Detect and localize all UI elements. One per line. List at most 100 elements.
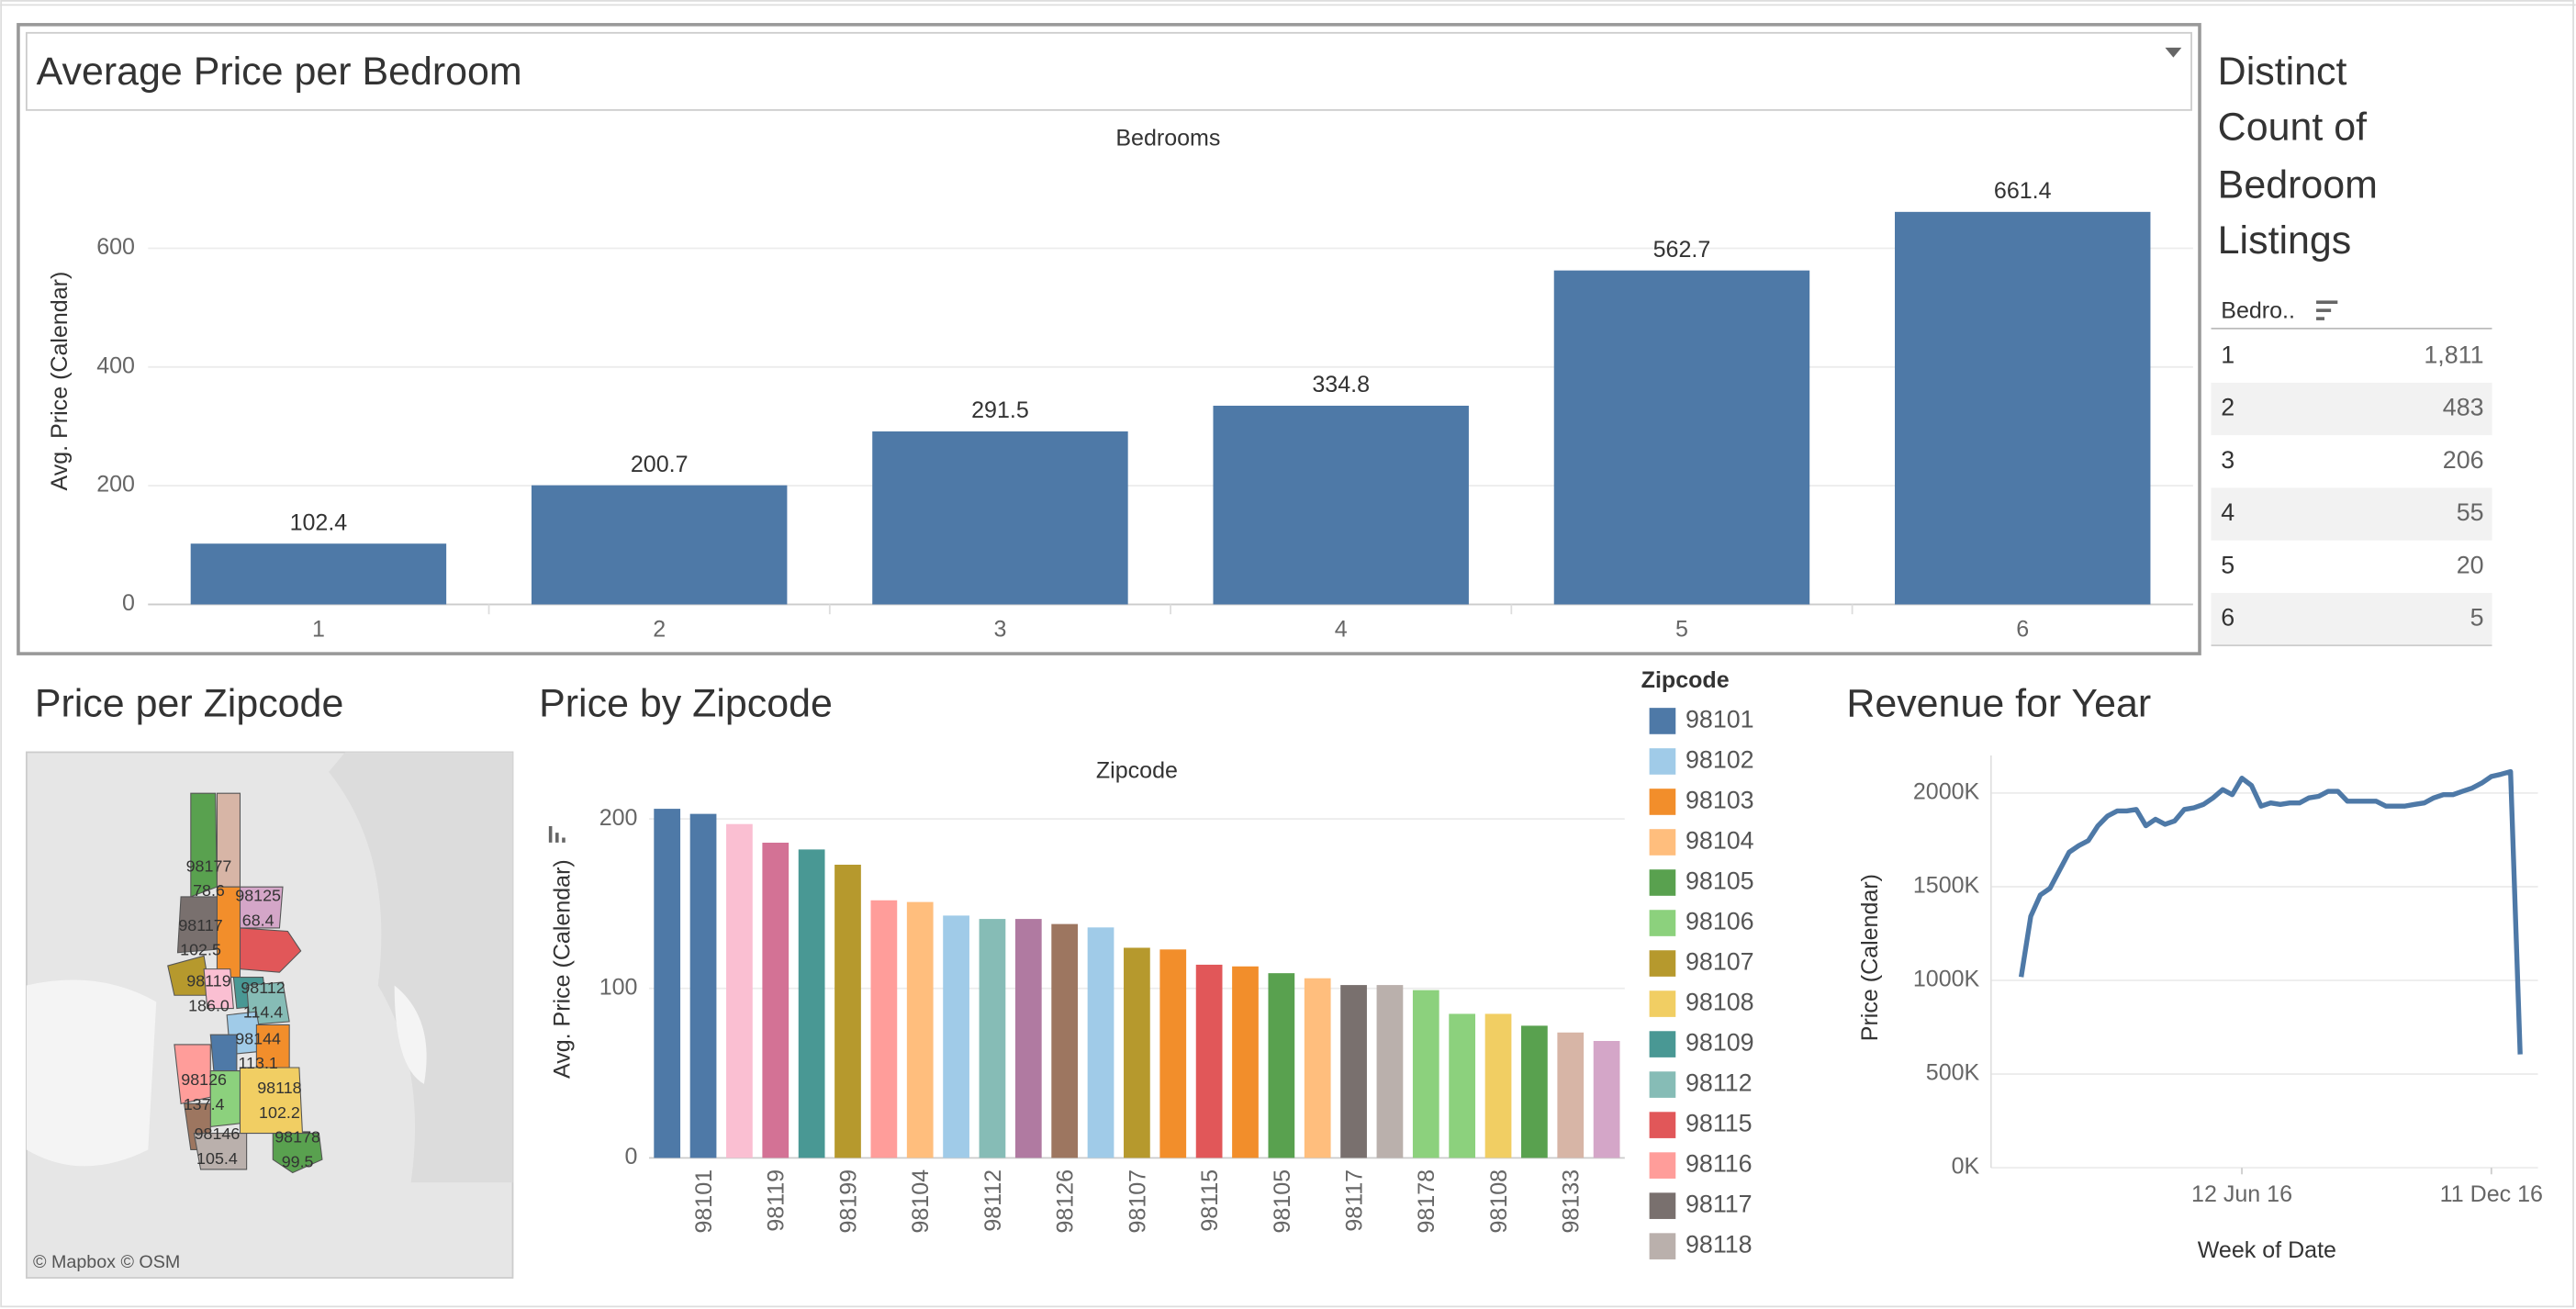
legend-swatch	[1649, 1112, 1676, 1138]
map-attribution: © Mapbox © OSM	[33, 1252, 180, 1272]
legend-label: 98102	[1686, 746, 1754, 774]
legend-label: 98101	[1686, 706, 1754, 733]
table-cell: 5	[2470, 604, 2484, 632]
bar	[1895, 211, 2151, 605]
map-label: 105.4	[196, 1149, 238, 1168]
x-tick-label: 5	[1675, 617, 1688, 643]
bar	[1268, 973, 1295, 1158]
bar	[979, 919, 1006, 1158]
x-tick-label: 98117	[1342, 1169, 1368, 1232]
bar	[906, 901, 934, 1158]
legend-label: 98107	[1686, 948, 1754, 976]
table-cell: 2	[2221, 394, 2234, 421]
map-label: 102.2	[259, 1103, 300, 1122]
bar	[1087, 927, 1114, 1158]
bar	[1553, 270, 1810, 605]
y-axis-title: Avg. Price (Calendar)	[550, 859, 576, 1079]
bar	[1449, 1013, 1476, 1158]
table-cell: 206	[2443, 446, 2484, 474]
map-label: 98144	[235, 1029, 281, 1047]
bar	[531, 485, 788, 605]
title-box	[25, 31, 2192, 111]
bar	[1213, 405, 1469, 605]
table-cell: 4	[2221, 498, 2234, 526]
bar	[654, 809, 681, 1158]
legend-swatch	[1649, 869, 1676, 896]
bar	[1376, 985, 1404, 1158]
map-label: 98177	[186, 856, 232, 875]
table-title: Count of	[2218, 106, 2367, 150]
line	[2018, 768, 2523, 1055]
map-label: 102.5	[180, 941, 221, 959]
row-shade	[2211, 382, 2492, 436]
data-label: 562.7	[1653, 237, 1711, 263]
y-tick-label: 100	[599, 974, 638, 1000]
chart-title: Average Price per Bedroom	[37, 50, 522, 94]
x-axis-title: Week of Date	[2198, 1237, 2336, 1263]
sort-icon[interactable]	[548, 825, 566, 843]
bar	[1124, 947, 1150, 1158]
row-shade	[2211, 487, 2492, 541]
map-label: 98125	[235, 887, 281, 905]
x-axis-title: Zipcode	[1096, 758, 1178, 784]
x-tick-label: 98119	[764, 1169, 790, 1232]
legend-swatch	[1649, 708, 1676, 734]
dropdown-icon[interactable]	[2165, 47, 2182, 58]
legend-label: 98115	[1686, 1110, 1753, 1137]
bar	[1593, 1041, 1620, 1158]
map-label: 98146	[195, 1124, 241, 1143]
x-tick-label: 11 Dec 16	[2440, 1181, 2543, 1207]
y-tick-label: 600	[96, 234, 135, 260]
bar	[1484, 1013, 1512, 1158]
bar	[762, 843, 790, 1158]
y-tick-label: 0	[625, 1144, 638, 1169]
x-tick-label: 6	[2016, 617, 2029, 643]
map-label: 68.4	[242, 911, 274, 929]
x-tick-label: 2	[653, 617, 666, 643]
map-label: 98118	[257, 1079, 301, 1097]
x-tick-label: 98101	[691, 1169, 717, 1234]
y-tick-label: 2000K	[1913, 778, 1980, 804]
legend-label: 98117	[1686, 1191, 1753, 1218]
bar	[1014, 919, 1042, 1158]
bar	[190, 543, 447, 605]
bar	[689, 813, 717, 1158]
bar	[1195, 964, 1223, 1158]
y-axis-title: Price (Calendar)	[1857, 874, 1883, 1041]
bar	[798, 849, 825, 1158]
table-title: Distinct	[2218, 50, 2347, 94]
data-label: 291.5	[971, 397, 1029, 423]
data-label: 661.4	[1994, 178, 2052, 204]
x-tick-label: 98108	[1486, 1169, 1512, 1234]
table-cell: 3	[2221, 446, 2234, 474]
bar	[870, 900, 898, 1158]
table-title: Listings	[2218, 218, 2352, 263]
legend-label: 98108	[1686, 989, 1754, 1016]
table-cell: 483	[2443, 394, 2484, 421]
x-axis-title: Bedrooms	[1115, 126, 1220, 151]
x-tick-label: 98115	[1197, 1169, 1223, 1232]
sort-icon[interactable]	[2316, 300, 2338, 320]
y-tick-label: 200	[96, 472, 135, 498]
bar	[726, 823, 753, 1158]
table-cell: 55	[2457, 498, 2484, 526]
legend-label: 98109	[1686, 1029, 1754, 1057]
legend-label: 98118	[1686, 1231, 1753, 1259]
legend-swatch	[1649, 910, 1676, 936]
map-label: 98117	[178, 916, 222, 934]
map-title: Price per Zipcode	[35, 682, 343, 726]
legend-label: 98104	[1686, 827, 1754, 855]
table-cell: 1,811	[2424, 341, 2483, 368]
x-tick-label: 98178	[1414, 1169, 1439, 1234]
bar	[834, 865, 861, 1158]
bar	[1521, 1025, 1548, 1158]
legend-label: 98105	[1686, 867, 1754, 895]
legend-swatch	[1649, 990, 1676, 1017]
legend-swatch	[1649, 950, 1676, 977]
bar	[1051, 923, 1079, 1158]
map-label: 78.6	[193, 881, 225, 900]
legend-swatch	[1649, 1071, 1676, 1098]
table-header: Bedro..	[2221, 298, 2295, 324]
x-tick-label: 1	[312, 617, 325, 643]
